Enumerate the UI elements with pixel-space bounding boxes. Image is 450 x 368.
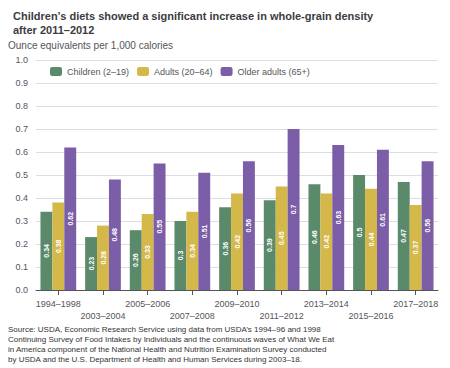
svg-text:0.5: 0.5: [356, 228, 363, 238]
svg-text:2003–2004: 2003–2004: [80, 311, 125, 321]
svg-text:2005–2006: 2005–2006: [125, 299, 170, 309]
svg-text:0.42: 0.42: [234, 235, 241, 249]
svg-text:2007–2008: 2007–2008: [170, 311, 215, 321]
svg-text:Older adults (65+): Older adults (65+): [238, 67, 310, 77]
svg-text:0.0: 0.0: [15, 285, 28, 295]
svg-text:0.23: 0.23: [88, 257, 95, 271]
svg-text:after 2011–2012: after 2011–2012: [13, 24, 94, 36]
svg-text:2017–2018: 2017–2018: [393, 299, 438, 309]
svg-text:0.33: 0.33: [144, 245, 151, 259]
svg-text:0.7: 0.7: [15, 124, 28, 134]
svg-text:Children (2–19): Children (2–19): [67, 67, 129, 77]
svg-text:0.1: 0.1: [15, 262, 28, 272]
svg-text:0.5: 0.5: [15, 170, 28, 180]
svg-text:0.2: 0.2: [15, 239, 28, 249]
svg-text:0.37: 0.37: [412, 241, 419, 255]
svg-text:by USDA and the U.S. Departmen: by USDA and the U.S. Department of Healt…: [8, 355, 302, 364]
svg-text:in America component of the Na: in America component of the National Hea…: [8, 345, 326, 354]
svg-text:0.3: 0.3: [177, 251, 184, 261]
svg-text:0.28: 0.28: [100, 251, 107, 265]
svg-text:1994–1998: 1994–1998: [36, 299, 81, 309]
svg-text:0.45: 0.45: [278, 231, 285, 245]
svg-text:2009–2010: 2009–2010: [214, 299, 259, 309]
svg-text:0.63: 0.63: [335, 211, 342, 225]
svg-text:0.26: 0.26: [132, 253, 139, 267]
svg-text:0.44: 0.44: [368, 232, 375, 246]
svg-text:Children’s diets showed a sign: Children’s diets showed a significant in…: [13, 10, 374, 22]
svg-text:0.7: 0.7: [290, 205, 297, 215]
svg-text:0.56: 0.56: [245, 219, 252, 233]
svg-text:0.48: 0.48: [111, 228, 118, 242]
svg-text:0.47: 0.47: [400, 229, 407, 243]
svg-text:Ounce equivalents per 1,000 ca: Ounce equivalents per 1,000 calories: [8, 40, 173, 51]
svg-text:0.55: 0.55: [156, 220, 163, 234]
svg-text:0.51: 0.51: [201, 224, 208, 238]
svg-text:0.42: 0.42: [323, 235, 330, 249]
svg-text:0.34: 0.34: [189, 244, 196, 258]
svg-text:0.56: 0.56: [424, 219, 431, 233]
svg-text:0.9: 0.9: [15, 78, 28, 88]
svg-text:Adults (20–64): Adults (20–64): [154, 67, 213, 77]
svg-text:1.0: 1.0: [15, 55, 28, 65]
svg-text:0.61: 0.61: [379, 213, 386, 227]
svg-text:0.3: 0.3: [15, 216, 28, 226]
svg-text:Source: USDA, Economic Researc: Source: USDA, Economic Research Service …: [8, 325, 321, 334]
svg-text:2015–2016: 2015–2016: [348, 311, 393, 321]
svg-text:0.34: 0.34: [43, 244, 50, 258]
svg-text:0.62: 0.62: [67, 212, 74, 226]
svg-text:0.8: 0.8: [15, 101, 28, 111]
svg-text:Continuing Survey of Food Inta: Continuing Survey of Food Intakes by Ind…: [8, 335, 335, 344]
svg-text:0.46: 0.46: [311, 230, 318, 244]
svg-text:2013–2014: 2013–2014: [304, 299, 349, 309]
svg-text:0.4: 0.4: [15, 193, 28, 203]
svg-text:0.6: 0.6: [15, 147, 28, 157]
svg-text:0.38: 0.38: [55, 239, 62, 253]
svg-text:0.36: 0.36: [222, 242, 229, 256]
svg-text:2011–2012: 2011–2012: [259, 311, 303, 321]
svg-text:0.39: 0.39: [266, 238, 273, 252]
